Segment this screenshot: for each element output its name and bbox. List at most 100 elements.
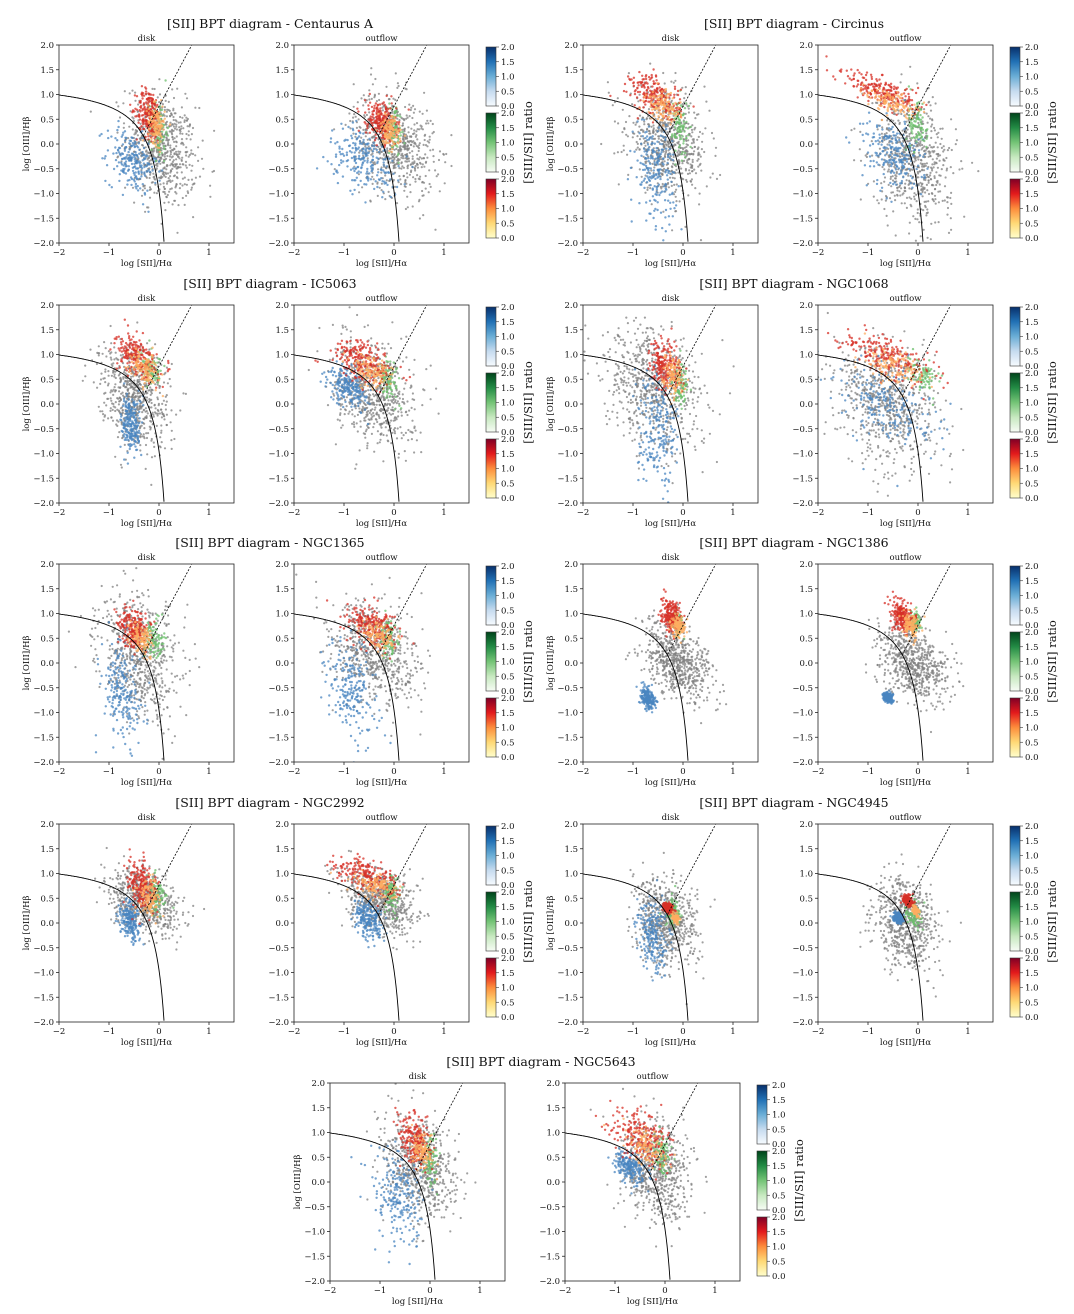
point-background [158,78,161,81]
point-background [138,137,141,140]
point-star-forming [669,172,672,175]
point-seyfert-low [156,122,159,125]
point-background [393,185,397,188]
point-star-forming [655,191,658,194]
point-background [364,145,367,148]
point-seyfert-low [391,119,395,123]
point-star-forming [126,183,129,186]
point-star-forming [876,139,880,142]
point-background [890,185,893,188]
point-star-forming [665,123,668,127]
point-background [418,161,422,164]
point-star-forming [359,131,362,135]
point-star-forming [894,137,897,140]
point-background [359,126,362,129]
point-background [688,158,691,161]
point-star-forming [363,152,367,155]
point-seyfert-low [158,111,161,114]
point-background [168,190,171,193]
point-background [395,155,398,159]
point-background [674,143,677,147]
point-star-forming [369,147,372,150]
point-liner [678,122,682,126]
point-background [937,221,940,224]
point-background [172,175,176,178]
point-background [202,167,205,170]
point-background [694,117,697,120]
point-background [429,149,432,152]
point-background [152,149,155,152]
point-background [404,144,407,147]
point-star-forming [641,135,644,138]
point-seyfert-low [389,134,393,137]
point-star-forming [100,132,103,136]
point-star-forming [120,135,124,138]
point-background [193,182,196,185]
point-liner [161,130,164,133]
point-seyfert [145,115,148,119]
point-star-forming [664,183,667,186]
point-background [425,122,428,125]
point-liner [683,107,687,110]
point-background [684,86,687,89]
point-star-forming [365,172,368,175]
point-background [172,109,175,112]
point-star-forming [350,137,354,140]
point-background [190,149,193,152]
point-star-forming [134,185,137,188]
point-background [372,178,375,181]
point-star-forming [130,183,133,187]
point-seyfert [632,84,636,88]
point-star-forming [133,180,136,183]
point-background [675,168,678,171]
point-background [859,198,862,201]
point-star-forming [129,176,133,179]
point-background [131,186,135,189]
point-background [662,140,665,143]
point-star-forming [668,147,671,151]
point-background [705,185,708,188]
point-background [185,97,189,100]
point-seyfert-low [677,106,680,110]
point-star-forming [339,159,343,162]
point-background [691,158,694,161]
point-star-forming [654,207,657,211]
point-star-forming [346,159,350,162]
point-background [389,148,392,151]
point-background [628,115,631,118]
point-background [697,151,700,154]
point-background [410,169,413,172]
point-background [166,154,169,158]
point-background [172,163,175,166]
point-seyfert-low [398,124,401,127]
point-background [175,163,178,166]
point-star-forming [661,226,664,230]
point-star-forming [643,186,646,190]
point-background [406,176,409,179]
point-star-forming [326,160,329,163]
point-background [922,209,925,212]
point-star-forming [895,147,898,151]
point-seyfert-low [656,97,659,100]
point-star-forming [354,147,358,150]
point-star-forming [142,146,146,149]
point-background [943,185,947,188]
point-star-forming [350,156,354,160]
point-seyfert [145,97,149,101]
point-star-forming [116,149,120,152]
point-star-forming [339,153,342,156]
point-seyfert-low [153,123,156,126]
point-background [950,118,953,121]
y-tick-label: 0.0 [275,140,289,150]
point-background [181,156,184,159]
point-liner [686,127,690,130]
point-star-forming [389,195,393,199]
point-seyfert [153,137,156,140]
point-background [352,116,355,119]
point-seyfert [381,102,384,105]
point-star-forming [917,138,920,141]
point-star-forming [677,185,680,188]
point-seyfert-low [377,112,380,116]
point-star-forming [669,207,672,210]
point-star-forming [121,133,124,137]
